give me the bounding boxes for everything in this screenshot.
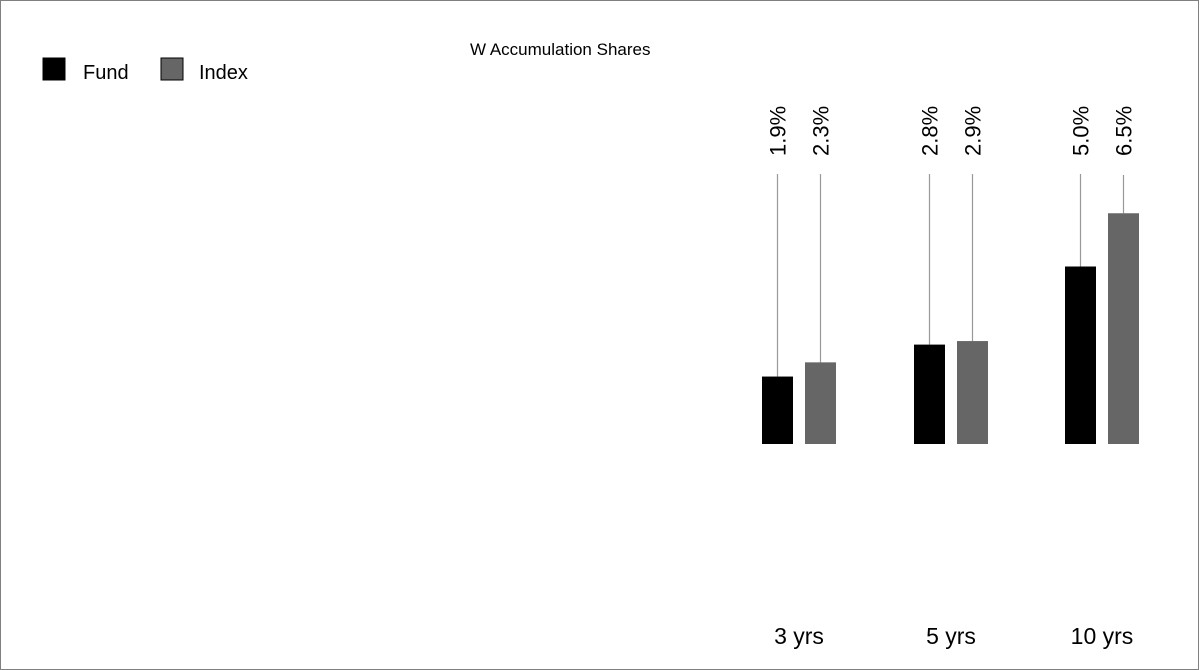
legend-label-index: Index [199,62,248,84]
legend-swatch-fund [42,57,66,81]
bar-fund-1 [914,344,945,444]
bar-fund-2 [1065,266,1096,444]
x-tick-label-2: 10 yrs [1071,623,1134,649]
x-tick-label-1: 5 yrs [926,623,976,649]
legend: Fund Index [42,57,248,84]
value-label-fund-1: 2.8% [918,106,943,156]
legend-swatch-index [160,57,184,81]
value-label-index-1: 2.9% [961,106,986,156]
value-label-index-0: 2.3% [809,106,834,156]
value-label-fund-0: 1.9% [766,106,791,156]
value-label-index-2: 6.5% [1112,106,1137,156]
x-axis-tick-labels: 3 yrs 5 yrs 10 yrs [774,623,1133,649]
bars-layer: 1.9% 2.3% 2.8% 2.9% 5.0% 6.5% [762,106,1139,444]
bar-index-2 [1108,213,1139,444]
bar-index-1 [957,341,988,444]
x-tick-label-0: 3 yrs [774,623,824,649]
legend-label-fund: Fund [83,62,129,84]
bar-fund-0 [762,376,793,444]
value-label-fund-2: 5.0% [1069,106,1094,156]
bar-index-0 [805,362,836,444]
chart-title: W Accumulation Shares [470,40,650,59]
